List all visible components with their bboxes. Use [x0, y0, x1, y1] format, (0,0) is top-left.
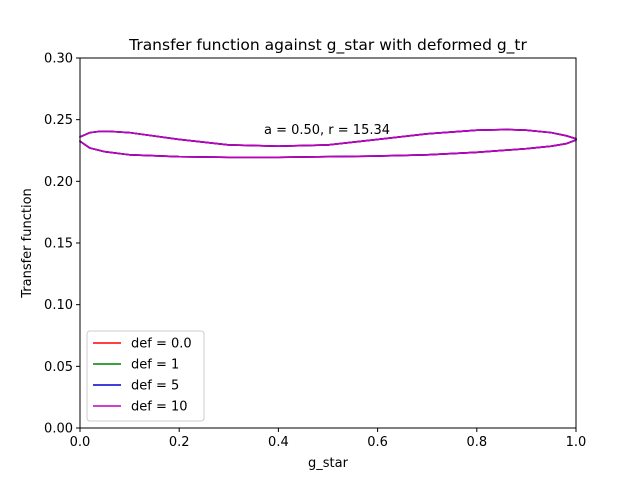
chart-annotation: a = 0.50, r = 15.34 [264, 123, 390, 138]
x-axis-ticks: 0.0 0.2 0.4 0.6 0.8 1.0 [70, 428, 587, 450]
series-line-4 [79, 128, 577, 159]
x-tick-label: 0.4 [268, 435, 289, 450]
y-tick-label: 0.10 [44, 298, 73, 313]
legend-label: def = 10 [131, 400, 188, 415]
legend: def = 0.0 def = 1 def = 5 def = 10 [86, 330, 205, 422]
y-tick-label: 0.15 [44, 237, 73, 252]
x-tick-label: 0.8 [466, 435, 487, 450]
x-tick-label: 0.2 [169, 435, 190, 450]
y-tick-label: 0.00 [44, 422, 73, 437]
y-axis-ticks: 0.00 0.05 0.10 0.15 0.20 0.25 0.30 [44, 52, 80, 437]
y-tick-label: 0.30 [44, 52, 73, 67]
y-tick-label: 0.25 [44, 113, 73, 128]
x-tick-label: 1.0 [566, 435, 587, 450]
legend-label: def = 1 [131, 358, 179, 373]
y-axis-label: Transfer function [20, 188, 35, 299]
y-tick-label: 0.05 [44, 360, 73, 375]
x-axis-label: g_star [308, 456, 349, 471]
y-tick-label: 0.20 [44, 175, 73, 190]
legend-box [86, 330, 205, 422]
legend-label: def = 5 [131, 379, 179, 394]
x-tick-label: 0.6 [367, 435, 388, 450]
x-tick-label: 0.0 [70, 435, 91, 450]
series-layer [79, 128, 577, 159]
legend-label: def = 0.0 [131, 337, 192, 352]
chart-title: Transfer function against g_star with de… [128, 36, 527, 55]
